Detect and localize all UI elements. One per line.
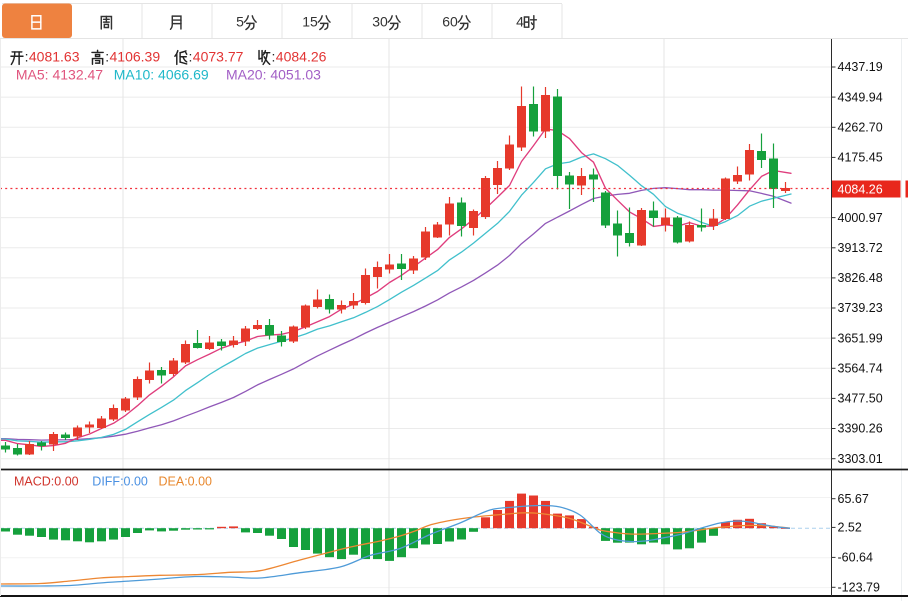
svg-text:DEA:0.00: DEA:0.00 bbox=[159, 475, 213, 489]
svg-text:2.52: 2.52 bbox=[838, 521, 862, 535]
svg-text:MA5: 4132.47: MA5: 4132.47 bbox=[16, 67, 103, 83]
svg-text:4000.97: 4000.97 bbox=[838, 211, 883, 225]
svg-text:5: 5 bbox=[236, 13, 244, 29]
svg-text::: : bbox=[189, 48, 193, 64]
svg-text:MACD:0.00: MACD:0.00 bbox=[14, 475, 79, 489]
svg-text:30: 30 bbox=[372, 13, 388, 29]
svg-text:MA10: 4066.69: MA10: 4066.69 bbox=[114, 67, 209, 83]
svg-text::: : bbox=[105, 48, 109, 64]
svg-text:3477.50: 3477.50 bbox=[838, 392, 883, 406]
svg-text:MA20: 4051.03: MA20: 4051.03 bbox=[226, 67, 321, 83]
svg-text:3913.72: 3913.72 bbox=[838, 241, 883, 255]
svg-text:65.67: 65.67 bbox=[838, 492, 869, 506]
svg-text:3564.74: 3564.74 bbox=[838, 362, 883, 376]
svg-text:4: 4 bbox=[516, 13, 524, 29]
svg-text:4437.19: 4437.19 bbox=[838, 60, 883, 74]
svg-text:4175.45: 4175.45 bbox=[838, 151, 883, 165]
svg-text:3651.99: 3651.99 bbox=[838, 331, 883, 345]
svg-text:60: 60 bbox=[442, 13, 458, 29]
svg-text:4073.77: 4073.77 bbox=[193, 48, 244, 64]
svg-text:4262.70: 4262.70 bbox=[838, 121, 883, 135]
svg-text::: : bbox=[25, 48, 29, 64]
svg-text:4081.63: 4081.63 bbox=[29, 48, 80, 64]
svg-text:15: 15 bbox=[302, 13, 318, 29]
svg-text:3390.26: 3390.26 bbox=[838, 422, 883, 436]
svg-text:4084.26: 4084.26 bbox=[276, 48, 327, 64]
svg-text:3826.48: 3826.48 bbox=[838, 271, 883, 285]
svg-text:4106.39: 4106.39 bbox=[110, 48, 161, 64]
svg-text:3303.01: 3303.01 bbox=[838, 452, 883, 466]
svg-text:3739.23: 3739.23 bbox=[838, 301, 883, 315]
svg-text::: : bbox=[272, 48, 276, 64]
svg-text:-60.64: -60.64 bbox=[838, 551, 873, 565]
svg-text:DIFF:0.00: DIFF:0.00 bbox=[92, 475, 148, 489]
svg-text:4349.94: 4349.94 bbox=[838, 90, 883, 104]
svg-text:-123.79: -123.79 bbox=[838, 581, 880, 595]
svg-text:4084.26: 4084.26 bbox=[838, 183, 883, 197]
